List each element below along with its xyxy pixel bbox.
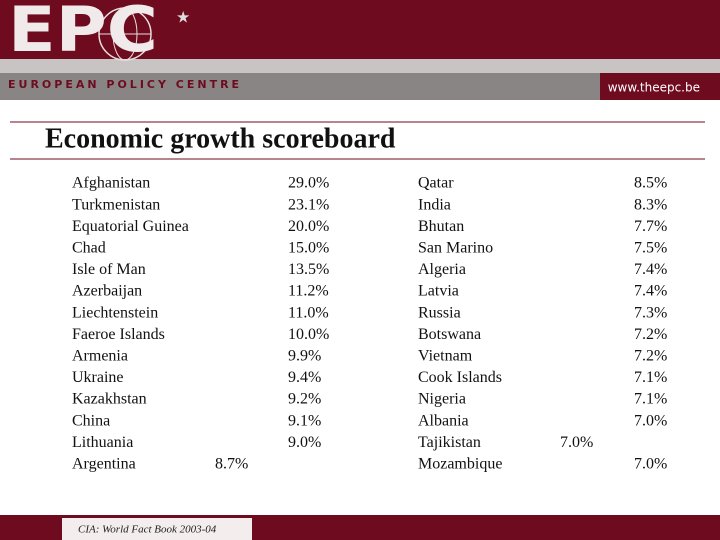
growth-value: 15.0% [288,239,329,256]
country-name: Kazakhstan [72,391,147,408]
logo: EPC [8,0,158,66]
growth-value: 7.1% [634,369,667,386]
country-name: Cook Islands [418,369,502,386]
growth-value: 7.7% [634,218,667,235]
country-name: Albania [418,412,469,429]
country-name: Qatar [418,175,454,192]
country-name: Liechtenstein [72,304,158,321]
growth-value: 29.0% [288,175,329,192]
country-name: Chad [72,239,106,256]
country-name: Ukraine [72,369,124,386]
growth-value: 9.9% [288,347,321,364]
growth-value: 11.0% [288,304,329,321]
growth-value: 8.3% [634,196,667,213]
growth-value: 8.7% [215,455,248,472]
growth-value: 7.4% [634,283,667,300]
growth-value: 7.3% [634,304,667,321]
growth-value: 9.4% [288,369,321,386]
scoreboard: Afghanistan 29.0% Turkmenistan 23.1% Equator… [72,175,667,473]
growth-value: 9.1% [288,412,321,429]
growth-value: 9.0% [288,434,321,451]
growth-value: 9.2% [288,391,321,408]
header-gray [0,73,600,100]
growth-value: 10.0% [288,326,329,343]
growth-value: 7.2% [634,347,667,364]
country-name: Latvia [418,283,459,300]
country-name: Botswana [418,326,481,343]
country-name: Tajikistan [418,434,481,451]
logo-star: ★ [176,8,190,27]
country-name: Afghanistan [72,175,150,192]
country-name: Nigeria [418,391,466,408]
growth-value: 7.0% [634,412,667,429]
country-name: Argentina [72,455,136,472]
organization: EUROPEAN POLICY CENTRE [8,78,242,91]
country-name: Armenia [72,347,128,364]
growth-value: 8.5% [634,175,667,192]
footer-box [62,518,252,540]
growth-value: 23.1% [288,196,329,213]
country-name: Isle of Man [72,261,146,278]
country-name: Equatorial Guinea [72,218,189,235]
growth-value: 20.0% [288,218,329,235]
country-name: San Marino [418,239,493,256]
country-name: India [418,196,451,213]
country-name: Turkmenistan [72,196,160,213]
country-name: Vietnam [418,347,473,364]
country-name: Russia [418,304,461,321]
url: www.theepc.be [608,81,700,95]
country-name: Azerbaijan [72,283,142,300]
growth-value: 7.1% [634,391,667,408]
growth-value: 7.0% [634,455,667,472]
growth-value: 7.2% [634,326,667,343]
growth-value: 13.5% [288,261,329,278]
country-name: China [72,412,110,429]
country-name: Lithuania [72,434,133,451]
country-name: Bhutan [418,218,464,235]
growth-value: 7.4% [634,261,667,278]
header-stripe [0,59,720,73]
growth-value: 7.5% [634,239,667,256]
title: Economic growth scoreboard [45,123,396,154]
growth-value: 7.0% [560,434,593,451]
country-name: Mozambique [418,455,502,472]
growth-value: 11.2% [288,283,329,300]
country-name: Algeria [418,261,466,278]
source: CIA: World Fact Book 2003-04 [78,524,217,536]
country-name: Faeroe Islands [72,326,165,343]
